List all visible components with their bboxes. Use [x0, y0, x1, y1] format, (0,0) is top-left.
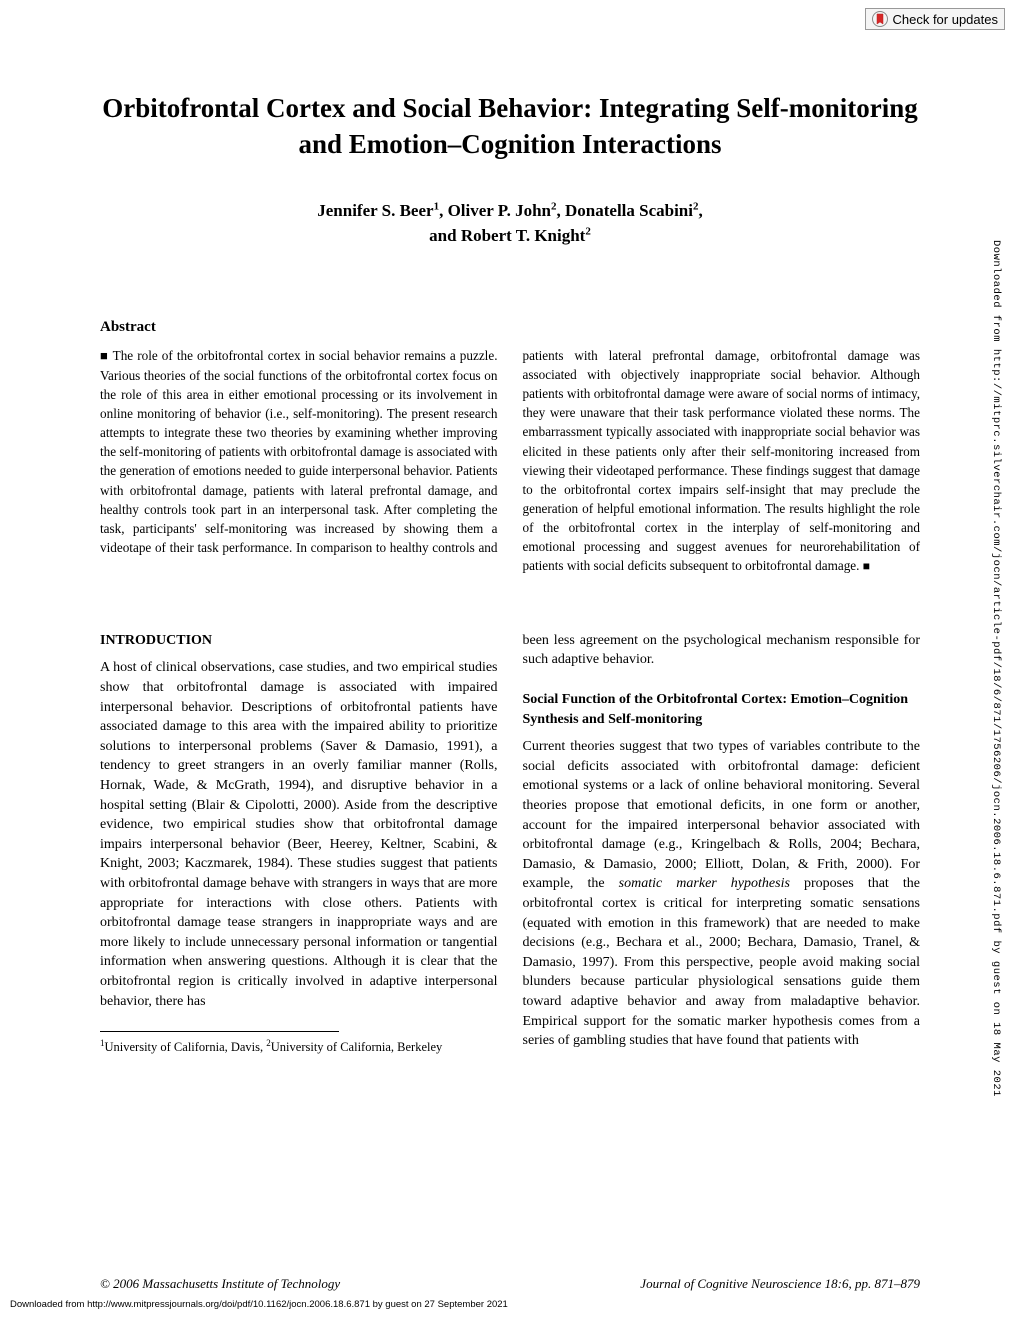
intro-col2-top: been less agreement on the psychological…	[523, 631, 921, 670]
footer-left: © 2006 Massachusetts Institute of Techno…	[100, 1276, 340, 1292]
affiliation-rule	[100, 1031, 339, 1032]
check-for-updates-label: Check for updates	[892, 12, 998, 27]
affiliations: 1University of California, Davis, 2Unive…	[100, 1037, 498, 1057]
introduction-heading: INTRODUCTION	[100, 631, 498, 651]
abstract-body: ■ The role of the orbitofrontal cortex i…	[100, 346, 920, 576]
page-footer: © 2006 Massachusetts Institute of Techno…	[100, 1276, 920, 1292]
bookmark-icon	[872, 11, 888, 27]
authors-line-2: and Robert T. Knight2	[100, 223, 920, 249]
bottom-download-text: Downloaded from http://www.mitpressjourn…	[10, 1299, 508, 1310]
subsection-heading: Social Function of the Orbitofrontal Cor…	[523, 690, 921, 729]
authors-block: Jennifer S. Beer1, Oliver P. John2, Dona…	[100, 198, 920, 249]
abstract-heading: Abstract	[100, 319, 920, 336]
body-section: INTRODUCTION A host of clinical observat…	[100, 631, 920, 1063]
vertical-download-text: Downloaded from http://mitprc.silverchai…	[990, 240, 1002, 1097]
footer-right: Journal of Cognitive Neuroscience 18:6, …	[640, 1276, 920, 1292]
article-title: Orbitofrontal Cortex and Social Behavior…	[100, 90, 920, 163]
check-for-updates-button[interactable]: Check for updates	[865, 8, 1005, 30]
bullet-icon: ■	[100, 348, 113, 363]
intro-paragraph-2: Current theories suggest that two types …	[523, 737, 921, 1051]
authors-line-1: Jennifer S. Beer1, Oliver P. John2, Dona…	[100, 198, 920, 224]
end-square-icon: ■	[863, 559, 870, 573]
page-content: Orbitofrontal Cortex and Social Behavior…	[0, 0, 1020, 1063]
intro-paragraph-1: A host of clinical observations, case st…	[100, 658, 498, 1011]
abstract-section: Abstract ■ The role of the orbitofrontal…	[100, 319, 920, 576]
abstract-col2-text: orbitofrontal damage was associated with…	[523, 348, 921, 574]
